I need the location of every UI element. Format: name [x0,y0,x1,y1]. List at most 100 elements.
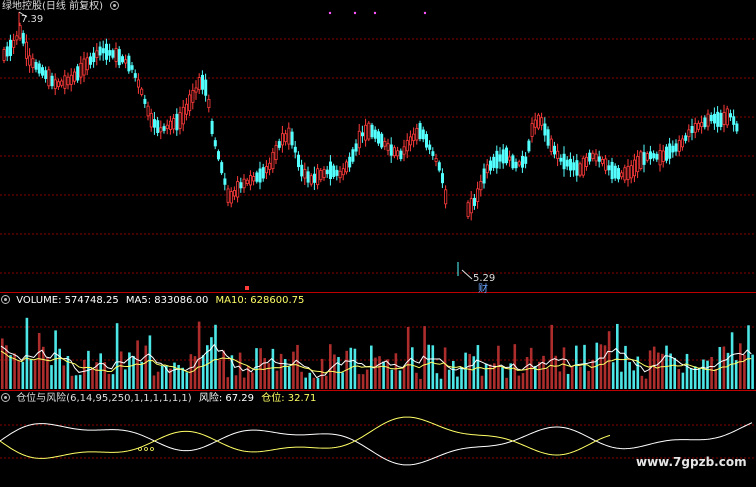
candle-body [268,162,272,170]
candle-body [488,160,492,171]
candle-body [501,149,505,164]
candle-body [60,80,64,86]
candle-body [575,160,579,176]
candle-body [594,153,598,162]
high-price-pointer [18,11,28,18]
volume-bar [279,353,283,389]
candle-body [428,144,432,150]
candle-body [149,113,153,128]
earnings-marker[interactable]: 财 [478,284,488,296]
volume-bar [46,357,49,389]
candle-body [181,106,185,125]
volume-bar [710,356,713,389]
candle-body [418,123,422,139]
volume-bar [665,345,668,389]
volume-bar [238,352,242,389]
position-line [0,416,611,459]
volume-bar [497,345,500,389]
candle-body [485,164,489,174]
candle-body [220,162,224,174]
candle-body [5,46,9,57]
volume-bar [730,332,734,389]
volume-value: VOLUME: 574748.25 [16,295,119,306]
candle-body [604,158,608,171]
volume-bar [640,375,644,389]
candle-body [645,153,649,161]
volume-bar [83,359,86,389]
candle-body [530,123,534,137]
volume-bar [599,344,603,389]
volume-bar [628,362,631,389]
volume-bar [616,323,619,389]
candle-body [588,152,592,162]
volume-bar [570,366,574,389]
volume-bar [460,366,463,389]
candle-body [386,143,390,151]
candle-body [168,120,172,130]
candle-body [344,161,348,173]
candle-body [508,156,512,161]
volume-bar [591,359,594,389]
volume-bar [398,370,402,389]
candle-body [504,147,508,164]
volume-bar [37,332,41,389]
volume-bar [419,378,422,389]
volume-bar [447,369,451,389]
candle-body [620,172,624,178]
volume-bar [575,345,578,389]
settings-gear-icon[interactable] [1,393,10,402]
event-flag [245,286,249,290]
candle-body [303,169,307,179]
volume-bar [669,353,672,389]
volume-bar [103,362,107,389]
volume-bar [382,361,385,389]
candle-body [479,181,483,191]
volume-bar [275,370,279,389]
candle-body [661,150,665,162]
volume-bar [214,324,217,389]
candle-body [117,49,121,66]
volume-bar [111,374,115,389]
candle-body [476,188,480,202]
volume-bar [1,338,4,389]
volume-bar [119,351,123,389]
volume-bar [562,347,566,389]
candle-body [28,55,32,66]
volume-bar [521,373,525,389]
volume-bar [329,344,332,389]
candle-body [287,127,291,145]
volume-bar [91,368,94,389]
candle-body [716,111,720,127]
candle-body [255,172,259,182]
settings-gear-icon[interactable] [110,1,120,10]
volume-bar [677,369,681,389]
candle-body [95,50,99,58]
candle-body [472,197,476,206]
candle-body [133,73,137,78]
volume-bar [517,375,521,389]
volume-bar [583,344,586,389]
volume-bar [308,372,312,389]
candle-body [376,131,380,144]
candle-body [140,88,144,95]
volume-ma10-line [0,350,752,374]
candle-body [482,168,486,184]
volume-bar [476,345,480,389]
candle-body [367,122,371,140]
candle-body [408,136,412,146]
volume-bar [70,375,74,389]
volume-bar [681,372,685,389]
volume-bar [726,352,730,389]
high-price-value: 7.39 [21,14,44,25]
volume-bar [54,330,57,389]
volume-bar [160,365,164,389]
candle-body [373,129,377,139]
volume-bar [165,365,168,389]
event-dot [328,11,332,15]
candle-body [537,114,541,129]
volume-bar [394,353,398,389]
settings-gear-icon[interactable] [1,295,10,304]
candle-body [719,112,723,127]
volume-bar [173,362,176,389]
